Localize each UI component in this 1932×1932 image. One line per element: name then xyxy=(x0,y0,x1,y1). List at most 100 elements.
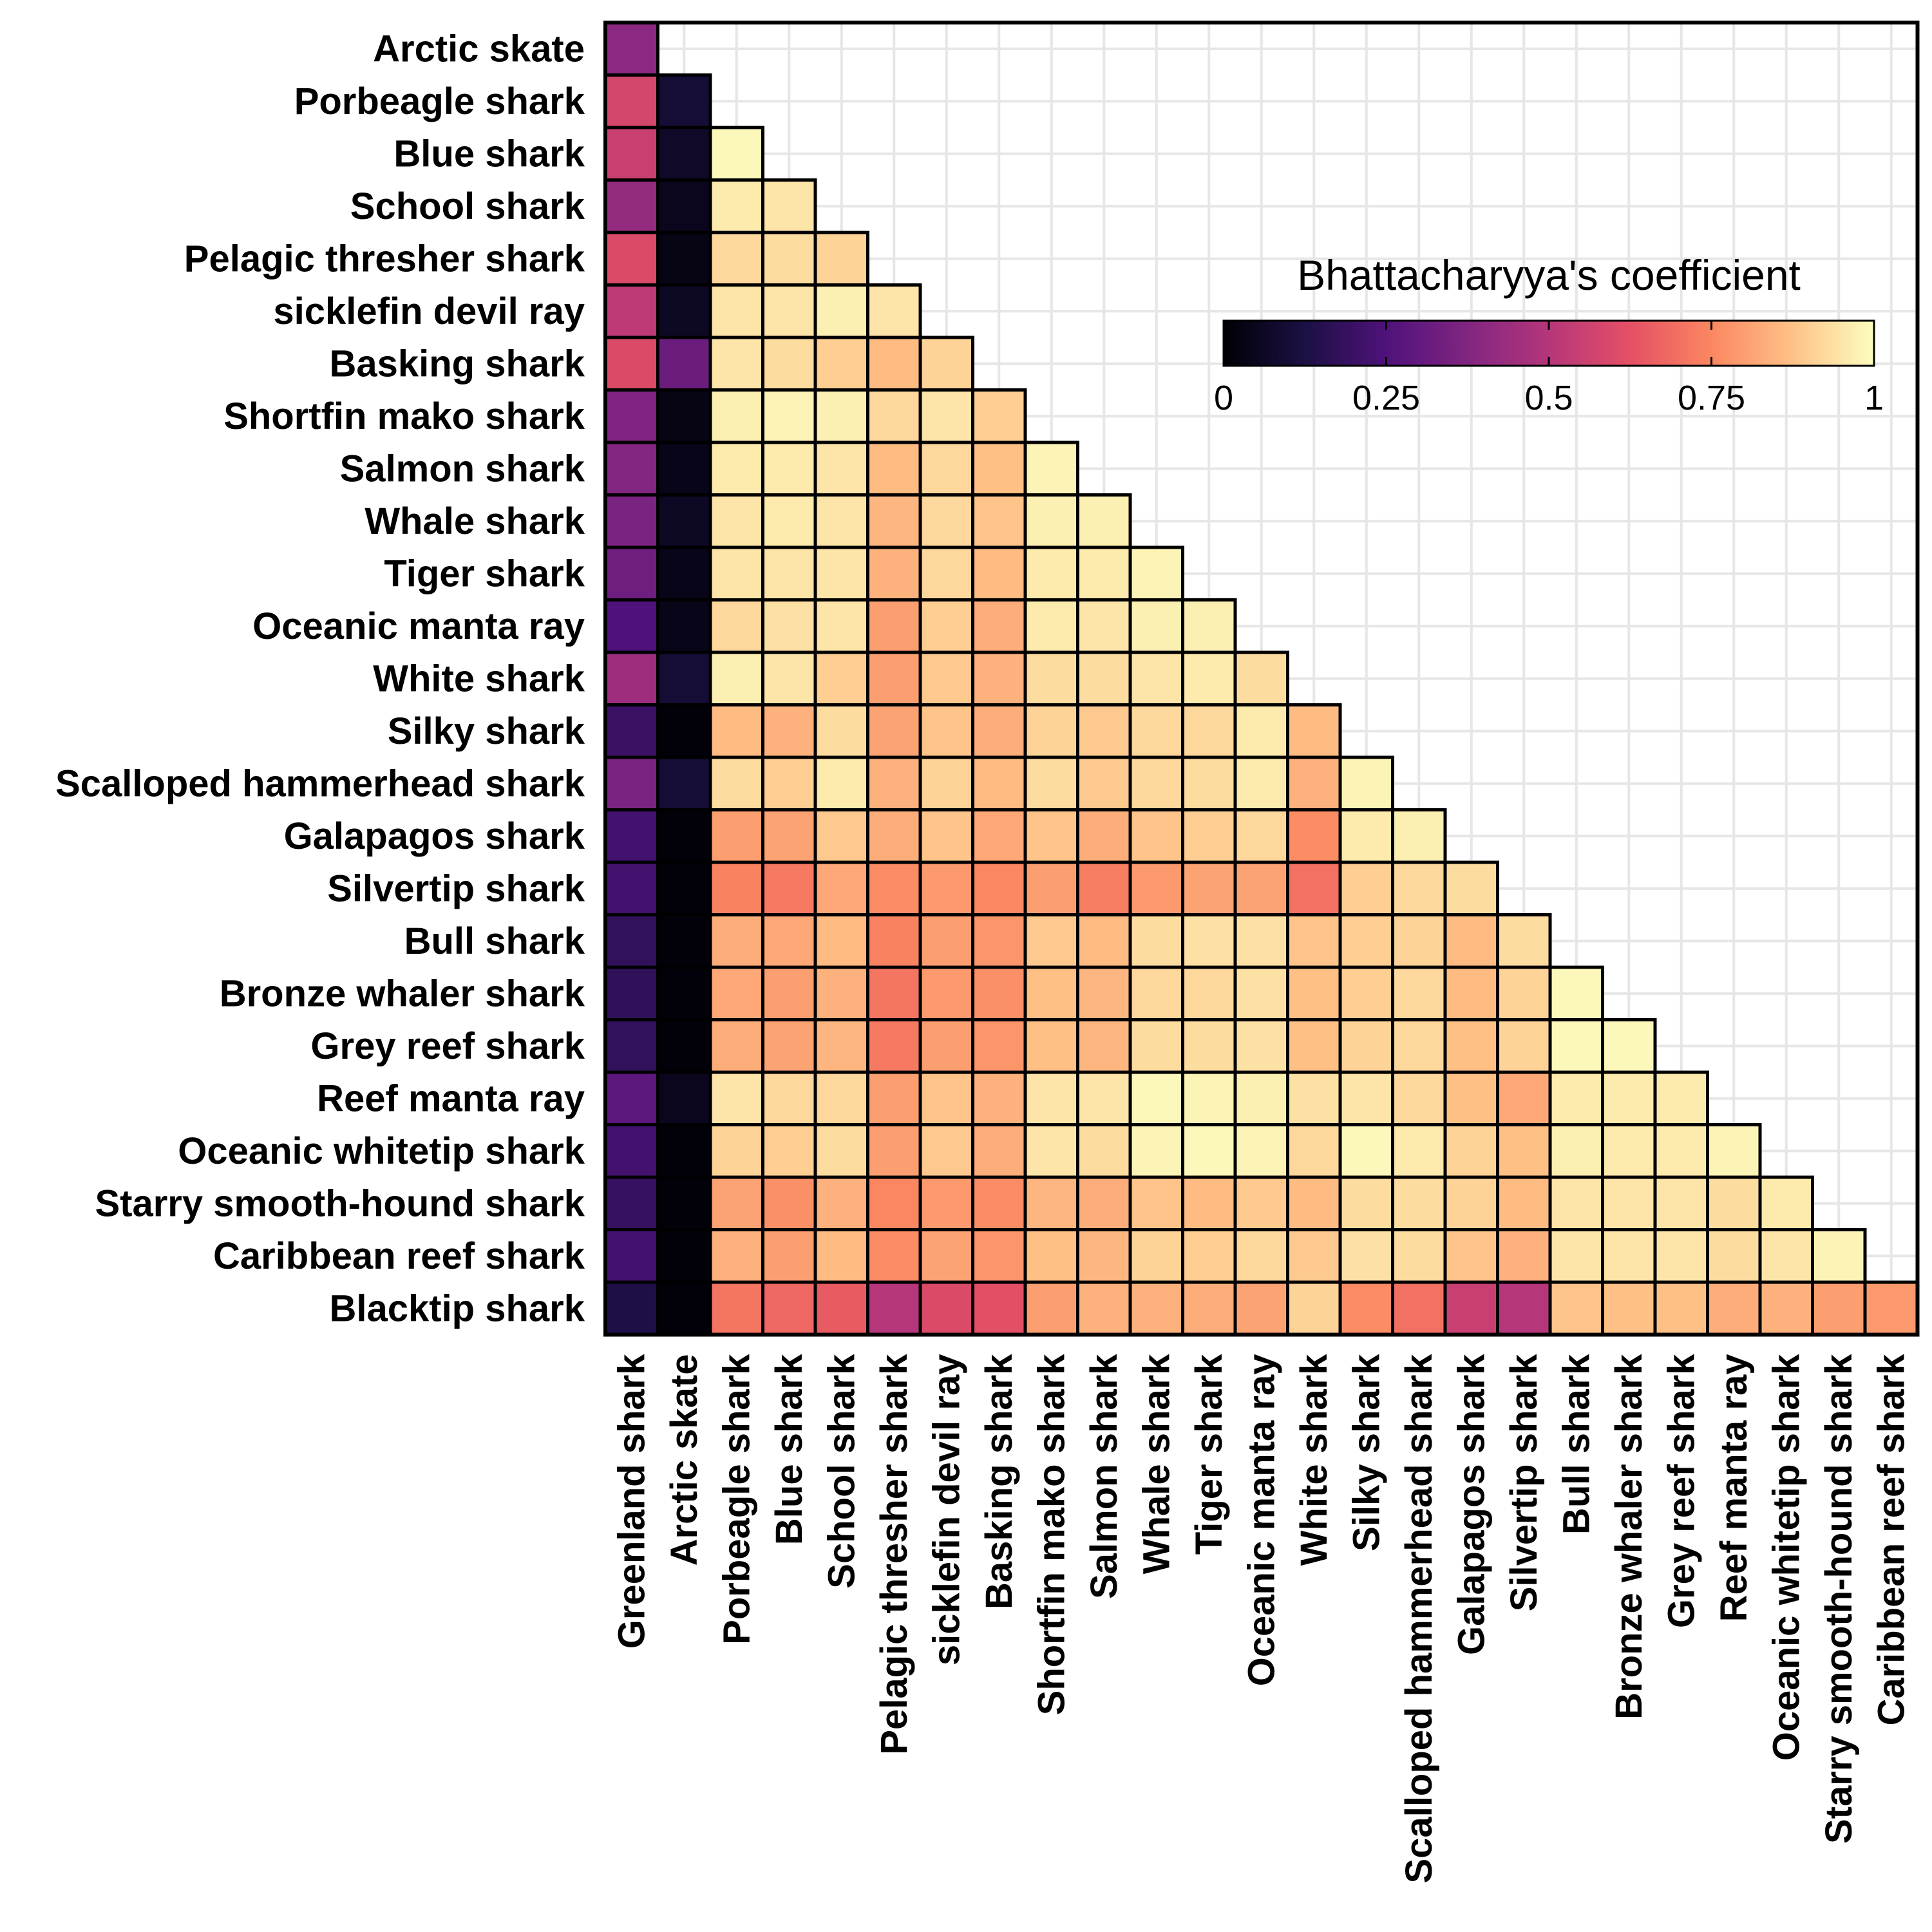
heatmap-cell xyxy=(1653,1280,1709,1336)
heatmap-cell xyxy=(603,21,659,77)
heatmap-cell xyxy=(708,860,764,916)
heatmap-cell xyxy=(708,440,764,497)
y-tick-label-school-shark: School shark xyxy=(350,185,585,227)
heatmap-cell xyxy=(656,388,712,444)
heatmap-cell xyxy=(1023,860,1079,916)
heatmap-cell xyxy=(866,1018,922,1074)
heatmap-cell xyxy=(813,1123,869,1179)
heatmap-cell xyxy=(813,1175,869,1231)
heatmap-cell xyxy=(1548,1070,1604,1126)
y-tick-label-basking-shark: Basking shark xyxy=(329,343,585,384)
x-tick-label-grey-reef-shark: Grey reef shark xyxy=(1660,1354,1702,1628)
heatmap-cell xyxy=(1023,493,1079,549)
heatmap-cell xyxy=(656,493,712,549)
heatmap-cell xyxy=(708,178,764,234)
heatmap-cell xyxy=(1443,1070,1499,1126)
heatmap-cell xyxy=(761,808,817,864)
heatmap-cell xyxy=(866,388,922,444)
y-tick-label-caribbean-reef-shark: Caribbean reef shark xyxy=(213,1235,585,1277)
heatmap-cell xyxy=(1233,965,1289,1021)
heatmap-cell xyxy=(1758,1175,1814,1231)
heatmap-cell xyxy=(866,808,922,864)
x-tick-label-oceanic-whitetip-shark: Oceanic whitetip shark xyxy=(1765,1354,1807,1761)
heatmap-cell xyxy=(866,1070,922,1126)
heatmap-cell xyxy=(813,440,869,497)
heatmap-cell xyxy=(603,545,659,601)
heatmap-cell xyxy=(656,1018,712,1074)
heatmap-cell xyxy=(1286,965,1342,1021)
heatmap-cell xyxy=(1548,1175,1604,1231)
heatmap-cell xyxy=(1181,1123,1237,1179)
heatmap-cell xyxy=(761,755,817,811)
y-tick-label-blue-shark: Blue shark xyxy=(393,133,585,175)
x-tick-label-porbeagle-shark: Porbeagle shark xyxy=(715,1354,757,1645)
heatmap-cell xyxy=(1181,808,1237,864)
heatmap-cell xyxy=(813,808,869,864)
heatmap-cell xyxy=(1391,1018,1447,1074)
heatmap-cell xyxy=(866,755,922,811)
x-tick-label-silky-shark: Silky shark xyxy=(1345,1354,1387,1551)
heatmap-cell xyxy=(1023,1228,1079,1284)
heatmap-cell xyxy=(761,1070,817,1126)
heatmap-cell xyxy=(708,598,764,654)
heatmap-cell xyxy=(761,965,817,1021)
heatmap-cell xyxy=(1653,1228,1709,1284)
heatmap-cell xyxy=(918,913,974,969)
heatmap-cell xyxy=(1023,913,1079,969)
heatmap-cell xyxy=(813,965,869,1021)
y-tick-label-silky-shark: Silky shark xyxy=(388,710,585,752)
heatmap-cell xyxy=(866,598,922,654)
heatmap-cell xyxy=(1496,1175,1552,1231)
heatmap-cell xyxy=(1128,598,1184,654)
heatmap-cell xyxy=(761,703,817,759)
heatmap-cell xyxy=(761,650,817,706)
heatmap-cell xyxy=(1128,1123,1184,1179)
heatmap-cell xyxy=(603,860,659,916)
heatmap-cell xyxy=(761,860,817,916)
heatmap-cell xyxy=(1128,913,1184,969)
heatmap-cell xyxy=(708,283,764,339)
heatmap-cell xyxy=(813,1280,869,1336)
heatmap-cell xyxy=(1128,650,1184,706)
legend-tick-label: 1 xyxy=(1864,379,1884,417)
heatmap-cell xyxy=(708,1070,764,1126)
heatmap-cell xyxy=(1128,808,1184,864)
x-tick-label-oceanic-manta-ray: Oceanic manta ray xyxy=(1240,1354,1282,1687)
heatmap-cell xyxy=(1706,1123,1762,1179)
x-tick-label-caribbean-reef-shark: Caribbean reef shark xyxy=(1870,1354,1912,1726)
legend-ticks: 0 0.25 0.5 0.75 1 xyxy=(1214,321,1884,417)
heatmap-cell xyxy=(603,336,659,392)
heatmap-cell xyxy=(1391,808,1447,864)
heatmap-cell xyxy=(1391,1175,1447,1231)
heatmap-cell xyxy=(1601,1175,1657,1231)
heatmap-cell xyxy=(1023,1070,1079,1126)
x-tick-label-white-shark: White shark xyxy=(1293,1354,1335,1566)
heatmap-cell xyxy=(1023,1280,1079,1336)
heatmap-cell xyxy=(1758,1228,1814,1284)
x-tick-label-shortfin-mako-shark: Shortfin mako shark xyxy=(1030,1354,1072,1716)
heatmap-cell xyxy=(1023,545,1079,601)
heatmap-cell xyxy=(1653,1070,1709,1126)
heatmap-cell xyxy=(1128,965,1184,1021)
heatmap-cell xyxy=(656,598,712,654)
heatmap-cell xyxy=(603,808,659,864)
heatmap-cell xyxy=(1181,650,1237,706)
x-tick-label-salmon-shark: Salmon shark xyxy=(1083,1354,1125,1599)
heatmap-cell xyxy=(708,1123,764,1179)
heatmap-cell xyxy=(1128,1175,1184,1231)
heatmap-cell xyxy=(1391,1070,1447,1126)
heatmap-cell xyxy=(918,1228,974,1284)
x-tick-label-blue-shark: Blue shark xyxy=(768,1354,810,1545)
legend: Bhattacharyya's coefficient 0 0.25 0.5 0.75… xyxy=(1214,251,1884,417)
heatmap-cell xyxy=(971,913,1027,969)
heatmap-cell xyxy=(1076,545,1132,601)
heatmap-cell xyxy=(603,703,659,759)
heatmap-cell xyxy=(918,1070,974,1126)
heatmap-cell xyxy=(1233,808,1289,864)
heatmap-cell xyxy=(1128,1280,1184,1336)
heatmap-cell xyxy=(813,1018,869,1074)
heatmap-cell xyxy=(1023,1123,1079,1179)
heatmap-cell xyxy=(1286,755,1342,811)
heatmap-cell xyxy=(918,808,974,864)
heatmap-cell xyxy=(1496,1070,1552,1126)
